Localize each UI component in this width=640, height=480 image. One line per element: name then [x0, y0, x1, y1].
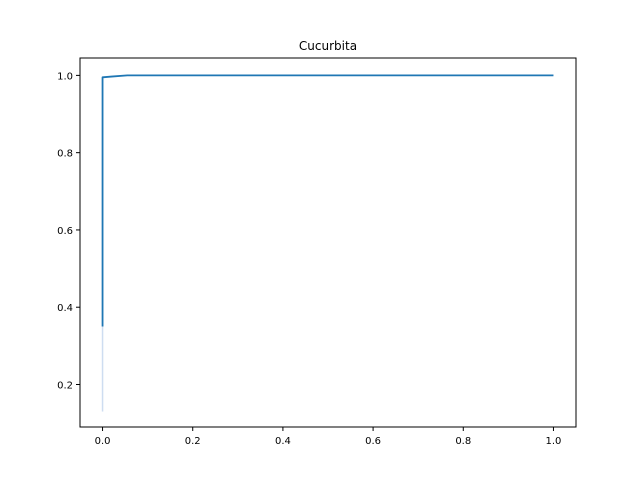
y-axis: 0.2 0.4 0.6 0.8 1.0: [57, 71, 80, 391]
x-tick-label: 0.0: [95, 436, 111, 447]
x-tick-label: 0.4: [275, 436, 291, 447]
plot-area: [101, 74, 554, 412]
y-tick-label: 0.8: [57, 149, 73, 160]
x-tick-label: 0.2: [185, 436, 201, 447]
chart-title: Cucurbita: [299, 39, 357, 53]
series-line-0: [101, 74, 554, 327]
y-tick-label: 0.4: [57, 303, 73, 314]
x-axis: 0.0 0.2 0.4 0.6 0.8 1.0: [95, 427, 562, 447]
y-tick-label: 1.0: [57, 71, 73, 82]
y-tick-label: 0.6: [57, 226, 73, 237]
plot-frame: [79, 57, 577, 428]
x-tick-label: 1.0: [546, 436, 562, 447]
x-tick-label: 0.6: [365, 436, 381, 447]
y-tick-label: 0.2: [57, 380, 73, 391]
x-tick-label: 0.8: [455, 436, 471, 447]
